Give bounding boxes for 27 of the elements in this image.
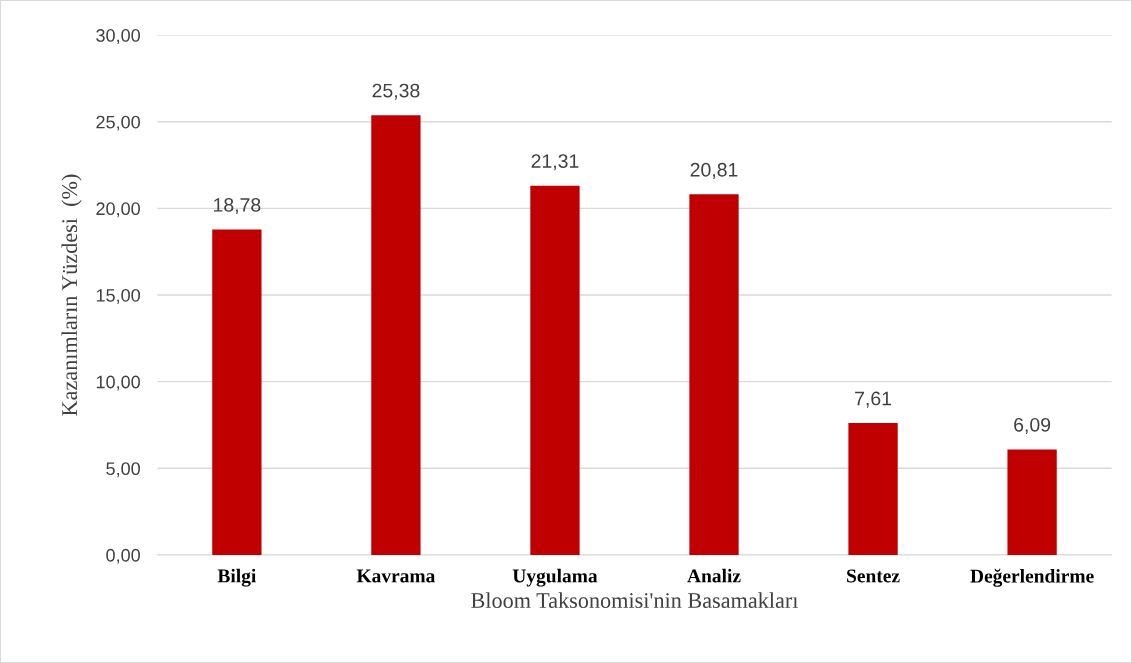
y-tick-label: 15,00 [96, 288, 140, 304]
bar [848, 423, 898, 555]
data-label: 6,09 [1014, 417, 1051, 434]
x-tick-label: Uygulama [512, 568, 598, 587]
y-tick-label: 30,00 [96, 29, 140, 44]
y-tick-label: 0,00 [106, 548, 140, 564]
data-label: 18,78 [214, 198, 261, 215]
data-label: 25,38 [372, 83, 420, 100]
x-tick-label: Kavrama [356, 569, 436, 583]
bar [371, 115, 421, 555]
data-label: 7,61 [855, 391, 892, 408]
x-tick-label: Sentez [847, 569, 900, 583]
x-tick-label: Değerlendirme [970, 568, 1094, 587]
x-tick-label: Analiz [687, 568, 741, 583]
x-axis-title: Bloom Taksonomisi'nin Basamakları [471, 592, 799, 609]
data-label: 21,31 [531, 154, 579, 171]
y-tick-label: 10,00 [96, 375, 140, 391]
bar [212, 229, 262, 555]
bar [530, 185, 580, 555]
bar [1007, 449, 1057, 555]
y-tick-label: 20,00 [96, 202, 140, 218]
x-tick-label: Bilgi [217, 568, 257, 587]
y-tick-label: 5,00 [106, 462, 140, 478]
bar [689, 194, 739, 555]
y-axis-title: Kazanımların Yüzdesi (%) [61, 174, 82, 416]
y-tick-label: 25,00 [96, 115, 140, 131]
data-label: 20,81 [690, 162, 738, 179]
